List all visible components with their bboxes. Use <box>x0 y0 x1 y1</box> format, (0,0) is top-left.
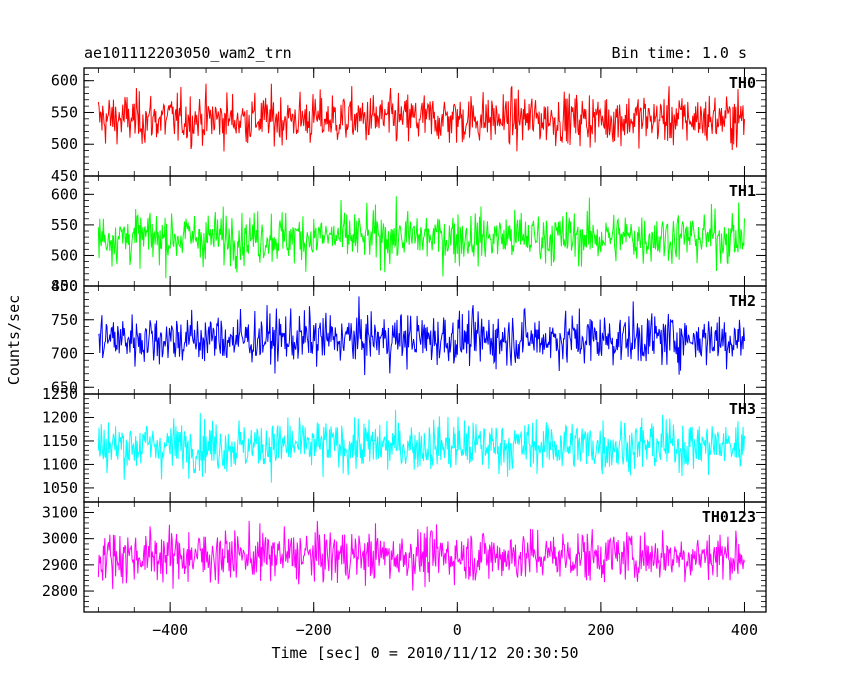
series-line-th1 <box>97 196 745 279</box>
y-tick-label: 550 <box>51 103 78 121</box>
y-tick-label: 650 <box>51 378 78 396</box>
y-tick-label: 1200 <box>42 408 78 426</box>
y-tick-label: 500 <box>51 246 78 264</box>
y-tick-label: 750 <box>51 311 78 329</box>
x-tick-label: 0 <box>453 621 462 639</box>
y-tick-label: 2900 <box>42 556 78 574</box>
y-tick-label: 1150 <box>42 432 78 450</box>
y-tick-label: 550 <box>51 216 78 234</box>
y-tick-label: 3100 <box>42 503 78 521</box>
panel-label-th0123: TH0123 <box>702 508 756 526</box>
y-axis-label: Counts/sec <box>5 295 23 385</box>
y-tick-label: 1250 <box>42 385 78 403</box>
bin-time-label: Bin time: 1.0 s <box>611 44 747 62</box>
y-tick-label: 700 <box>51 345 78 363</box>
y-tick-label: 3000 <box>42 530 78 548</box>
panel-frame-th0123 <box>83 501 767 613</box>
y-tick-label: 1100 <box>42 455 78 473</box>
y-tick-label: 600 <box>51 72 78 90</box>
y-tick-label: 450 <box>51 277 78 295</box>
series-line-th2 <box>97 296 745 376</box>
panel-label-th1: TH1 <box>729 182 756 200</box>
panel-label-th2: TH2 <box>729 292 756 310</box>
y-tick-label: 450 <box>51 167 78 185</box>
y-tick-label: 600 <box>51 185 78 203</box>
x-tick-label: −200 <box>296 621 332 639</box>
panel-label-th3: TH3 <box>729 400 756 418</box>
plot-title: ae101112203050_wam2_trn <box>84 44 292 62</box>
series-line-th0123 <box>97 520 745 591</box>
y-tick-label: 500 <box>51 135 78 153</box>
series-line-th3 <box>97 409 745 483</box>
x-axis-label: Time [sec] 0 = 2010/11/12 20:30:50 <box>271 644 578 662</box>
y-tick-label: 2800 <box>42 582 78 600</box>
panel-label-th0: TH0 <box>729 74 756 92</box>
x-tick-label: 400 <box>731 621 758 639</box>
x-tick-label: 200 <box>587 621 614 639</box>
x-tick-label: −400 <box>152 621 188 639</box>
series-line-th0 <box>97 83 745 152</box>
y-tick-label: 1050 <box>42 479 78 497</box>
y-tick-label: 800 <box>51 277 78 295</box>
